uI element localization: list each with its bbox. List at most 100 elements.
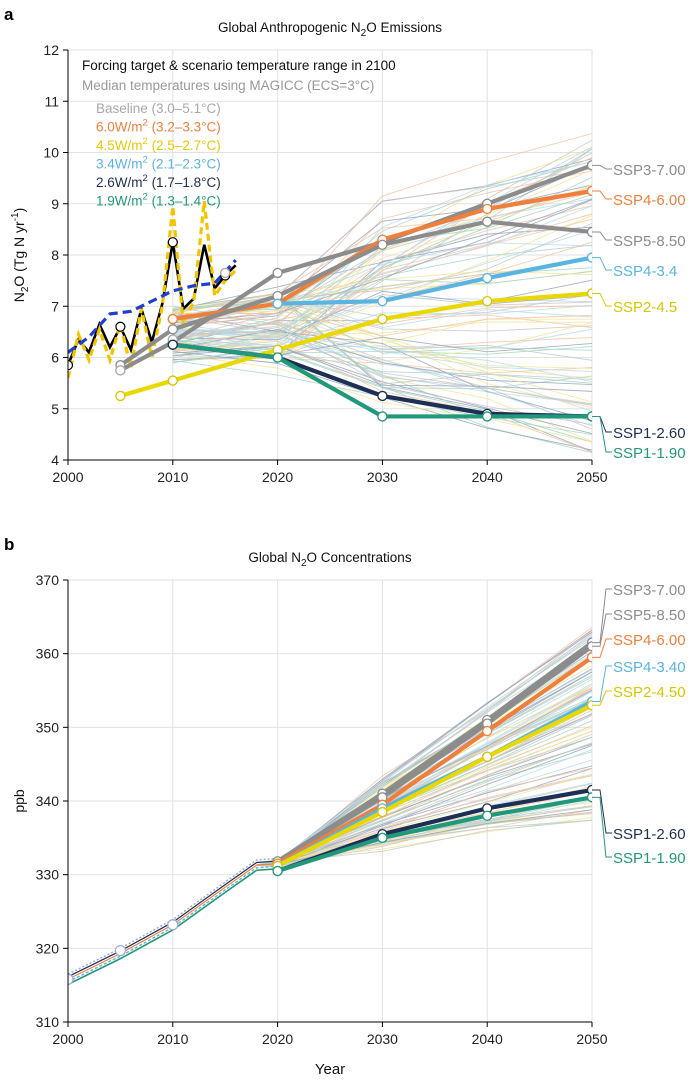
series-marker	[167, 324, 178, 335]
series-end-label: SSP1-1.90	[613, 850, 686, 867]
series-marker	[377, 832, 388, 843]
series-marker	[586, 641, 592, 652]
y-tick-label: 370	[36, 572, 60, 588]
ensemble-line	[172, 222, 592, 310]
series-marker	[482, 725, 493, 737]
series-end-label: SSP5-8.50	[613, 607, 686, 624]
y-tick-label: 360	[36, 646, 60, 662]
series-marker	[482, 295, 493, 307]
ylabel-part: O (Tg N yr	[11, 221, 27, 287]
series-line	[276, 655, 592, 866]
ensemble-line	[172, 312, 592, 422]
series-marker	[586, 288, 592, 299]
chart-title: Global N2O Concentrations	[248, 550, 411, 569]
observed-marker	[68, 360, 74, 371]
panel-label: b	[4, 535, 14, 554]
title-part: O Concentrations	[307, 550, 412, 565]
ensemble-line	[172, 170, 592, 339]
legend-entry: Baseline (3.0–5.1°C)	[96, 101, 221, 116]
ylabel-subscript: 2	[20, 286, 31, 292]
ensemble-line	[172, 319, 592, 350]
series-end-label: SSP4-6.00	[613, 192, 686, 209]
y-tick-label: 340	[36, 793, 60, 809]
series-marker	[377, 411, 388, 422]
panel-label: a	[4, 5, 14, 24]
series-end-label: SSP4-3.4	[613, 263, 677, 280]
series-end-label: SSP5-8.50	[613, 233, 686, 250]
y-axis-label: ppb	[11, 789, 27, 813]
ensemble-line	[172, 294, 592, 328]
title-part: O Emissions	[366, 20, 442, 35]
observed-line	[68, 201, 237, 379]
legend-entry-text: (1.3–1.4°C)	[148, 194, 221, 209]
legend-entry-superscript: 2	[143, 136, 148, 147]
ensemble-line	[172, 353, 592, 443]
ensemble-line	[172, 169, 592, 350]
legend-entry-text: 4.5W/m	[96, 138, 143, 153]
series-end-label: SSP4-6.00	[613, 632, 686, 649]
y-tick-label: 4	[51, 452, 59, 468]
series-marker	[272, 298, 283, 309]
y-tick-label: 6	[51, 350, 59, 366]
x-tick-label: 2050	[576, 469, 607, 485]
ylabel-superscript: -1	[10, 212, 21, 221]
legend-entry-text: 2.6W/m	[96, 175, 143, 190]
ensemble-line	[172, 161, 592, 344]
label-leader	[592, 164, 612, 170]
series-marker	[482, 810, 493, 821]
ensemble-line	[172, 294, 592, 334]
series-line	[119, 291, 592, 398]
y-axis-label: N2O (Tg N yr-1)	[10, 208, 31, 303]
label-leader	[592, 190, 612, 200]
y-tick-label: 7	[51, 298, 59, 314]
series-line	[119, 219, 592, 367]
series-marker	[482, 751, 493, 762]
series-line	[119, 163, 592, 373]
series-marker	[482, 216, 493, 227]
title-subscript: 2	[301, 558, 307, 569]
series-marker	[377, 295, 388, 307]
label-leader	[592, 613, 612, 647]
legend-entry-text: Baseline (3.0–5.1°C)	[96, 101, 221, 116]
ensemble-line	[172, 321, 592, 362]
ensemble-line	[172, 321, 592, 344]
y-tick-label: 10	[43, 145, 59, 161]
series-marker	[272, 352, 283, 363]
ensemble-line	[172, 184, 592, 315]
panel-b: 310 320 330 340 350 360 370 2000 2010 2020 2030 204…	[4, 535, 686, 1078]
series-marker	[482, 272, 493, 284]
y-tick-label: 11	[44, 93, 59, 109]
history-marker	[167, 919, 179, 931]
series-marker	[586, 411, 592, 422]
label-leader	[592, 588, 612, 644]
label-leader	[592, 415, 612, 453]
x-tick-label: 2050	[576, 1031, 607, 1047]
label-leader	[592, 665, 612, 703]
legend-entry-text: (3.2–3.3°C)	[148, 120, 221, 135]
x-tick-label: 2030	[367, 1031, 398, 1047]
legend-entry-text: (2.1–2.3°C)	[148, 157, 221, 172]
ensemble-line	[172, 328, 592, 383]
history-line	[68, 867, 278, 986]
label-leader	[592, 231, 612, 241]
series-marker	[167, 375, 178, 386]
panel-a: 4 5 6 7 8 9 10 11 12 2000 2010 2020 2030 2040 2050 a Glo…	[4, 5, 686, 485]
series-marker	[586, 160, 592, 171]
series-line	[277, 255, 592, 306]
ensemble-line	[172, 205, 592, 333]
ylabel-part: N	[11, 292, 27, 302]
series-marker	[482, 411, 493, 422]
ensemble-line	[256, 634, 592, 866]
legend-entry-superscript: 2	[143, 118, 148, 129]
series-marker	[586, 652, 592, 663]
label-leader	[592, 638, 612, 658]
y-tick-label: 9	[51, 196, 59, 212]
plot-area	[68, 627, 592, 986]
series-end-label: SSP1-2.60	[613, 826, 686, 843]
series-marker	[586, 784, 592, 796]
y-tick-label: 8	[51, 247, 59, 263]
series-marker	[272, 267, 283, 279]
history-line	[68, 865, 278, 983]
history-line	[68, 860, 278, 978]
y-tick-label: 320	[36, 940, 60, 956]
